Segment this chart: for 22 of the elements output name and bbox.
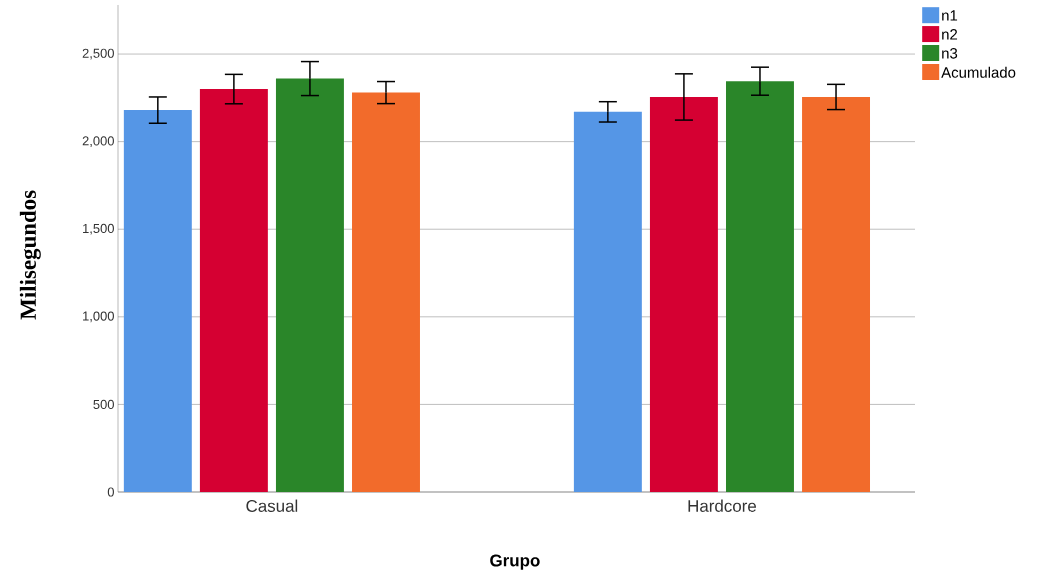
legend-label: n2 — [942, 29, 958, 40]
y-tick-label: 2,000 — [82, 136, 114, 147]
bar — [199, 89, 268, 492]
bar — [649, 96, 718, 492]
bar — [275, 78, 344, 492]
x-tick-label: Hardcore — [688, 499, 757, 512]
y-tick-label: 2,500 — [82, 48, 114, 60]
legend-label: n1 — [942, 10, 958, 21]
bar — [802, 96, 870, 492]
y-tick-label: 500 — [93, 399, 114, 409]
y-tick-label: 1,500 — [83, 223, 114, 235]
y-axis-title: Milisegundos — [19, 190, 41, 320]
legend-label: n3 — [942, 48, 958, 59]
x-axis-title: Grupo — [490, 554, 540, 570]
x-tick-label: Casual — [246, 499, 298, 512]
bar — [123, 110, 192, 492]
y-tick-label: 0 — [107, 487, 114, 497]
bar — [573, 111, 642, 492]
y-tick-label: 1,000 — [83, 311, 114, 323]
bar — [352, 92, 420, 492]
bar — [726, 81, 794, 492]
legend-label: Acumulado — [941, 66, 1016, 78]
